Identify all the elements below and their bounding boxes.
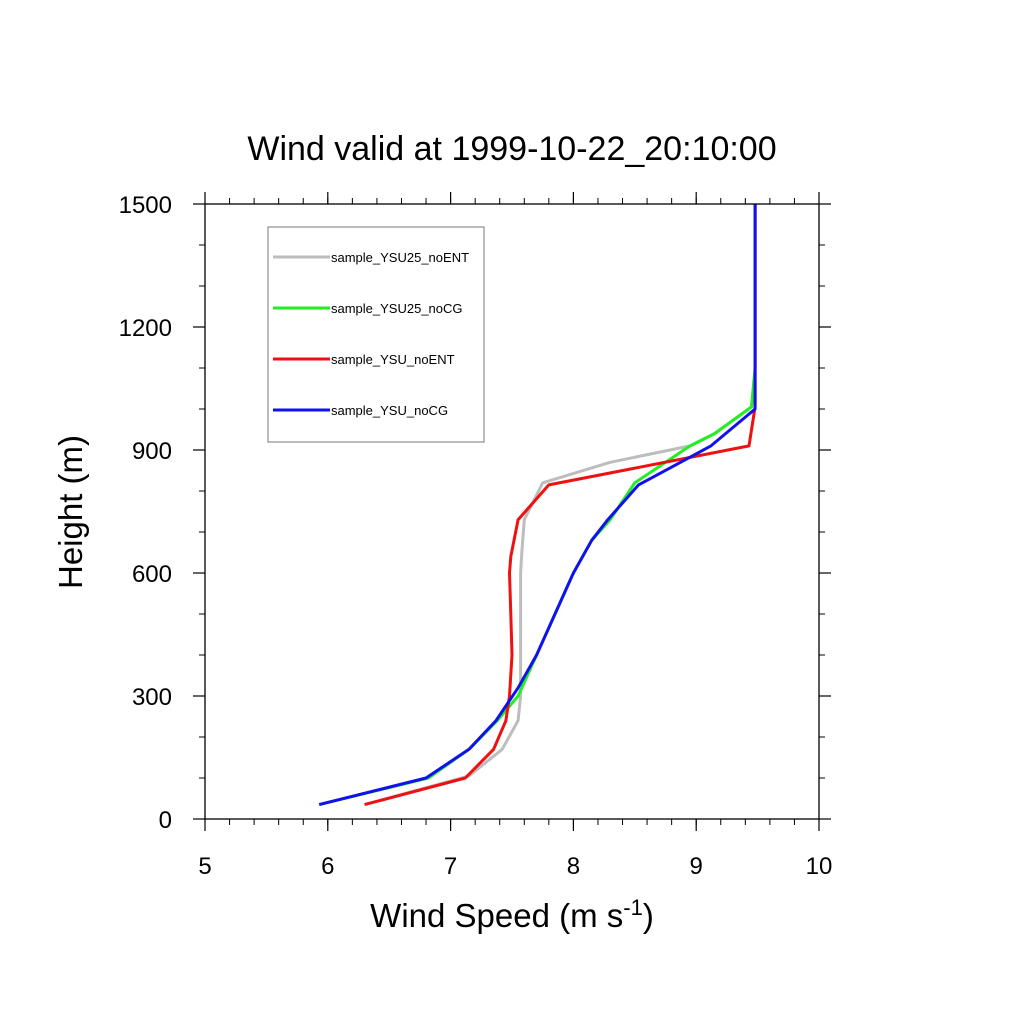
y-tick-label: 0	[159, 807, 172, 834]
chart-title: Wind valid at 1999-10-22_20:10:00	[247, 130, 776, 168]
legend-items: sample_YSU25_noENT sample_YSU25_noCGsampl…	[273, 250, 469, 418]
tick-labels-layer: 5 6 7 8 9 10 0 300 600 900 1200 1500	[119, 192, 833, 880]
legend: sample_YSU25_noENT sample_YSU25_noCGsampl…	[267, 226, 485, 443]
plot-frame	[204, 203, 820, 820]
x-tick-label: 5	[198, 853, 211, 880]
legend-box	[267, 226, 485, 443]
legend-label: sample_YSU_noENT	[331, 352, 455, 367]
x-axis-label: Wind Speed (m s-1)	[370, 895, 654, 934]
series-line-sample-ysu-nocg	[318, 204, 757, 807]
x-tick-label: 9	[690, 853, 703, 880]
y-tick-label: 900	[132, 438, 172, 465]
x-tick-label: 6	[321, 853, 334, 880]
legend-label: sample_YSU25_noENT	[331, 250, 469, 265]
y-tick-label: 600	[132, 561, 172, 588]
x-axis-label-suffix: )	[643, 897, 654, 934]
x-axis-label-superscript: -1	[623, 895, 643, 920]
legend-label: sample_YSU_noCG	[331, 403, 448, 418]
ticks-layer	[193, 192, 831, 831]
y-tick-label: 1200	[119, 315, 172, 342]
x-tick-label: 7	[444, 853, 457, 880]
x-axis-label-main: Wind Speed (m s	[370, 897, 623, 934]
y-tick-label: 1500	[119, 192, 172, 219]
x-tick-label: 8	[567, 853, 580, 880]
y-tick-label: 300	[132, 684, 172, 711]
legend-label: sample_YSU25_noCG	[331, 301, 463, 316]
x-tick-label: 10	[806, 853, 833, 880]
y-axis-label: Height (m)	[52, 435, 89, 589]
series-layer	[318, 204, 757, 807]
